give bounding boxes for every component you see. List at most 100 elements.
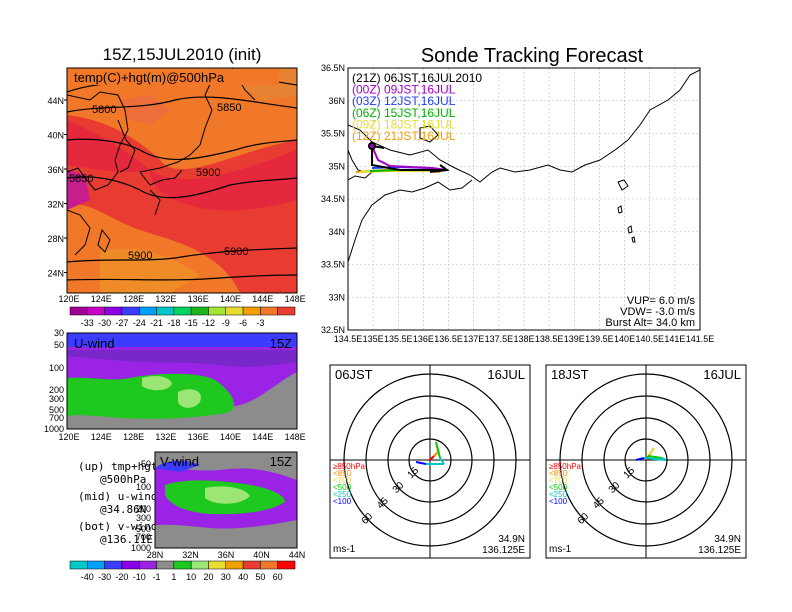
temperature-colorbar-label: -24 xyxy=(133,318,146,328)
contour-label-2: 5850 xyxy=(217,102,241,114)
temperature-colorbar-label: -27 xyxy=(115,318,128,328)
track-lat-label: 33.5N xyxy=(321,260,345,270)
hodograph-18jst: 18JST 16JUL15304560≥850hPa<850<700<500<25… xyxy=(545,364,747,559)
temperature-colorbar-swatch xyxy=(87,306,105,316)
track-frame xyxy=(347,67,701,331)
u-pressure-label: 1000 xyxy=(44,424,64,434)
legend-note-top: (bot) v-wind xyxy=(78,520,157,533)
v-pressure-label: 300 xyxy=(136,513,151,523)
u-pressure-label: 500 xyxy=(49,405,64,415)
wind-colorbar-label: -1 xyxy=(153,572,161,582)
temperature-colorbar-label: -30 xyxy=(98,318,111,328)
v-frame xyxy=(154,451,298,549)
track-lat-labels: 36.5N 36N 35.5N 35N 34.5N 34N 33.5N 33N 32.5N xyxy=(321,63,345,335)
track-lon-label: 140.5E xyxy=(635,334,664,344)
hodograph-level-label: <250 xyxy=(333,490,352,499)
u-lon-label: 140E xyxy=(220,432,241,442)
u-lon-labels: 120E 124E 128E 132E 136E 140E 144E 148E xyxy=(58,432,305,442)
wind-colorbar-swatch xyxy=(190,560,209,570)
track-lon-label: 139.5E xyxy=(585,334,614,344)
hodograph-level-label: <100 xyxy=(333,497,352,506)
temperature-colorbar-label: -12 xyxy=(202,318,215,328)
wind-colorbar-swatch xyxy=(138,560,157,570)
wind-colorbar-labels: -40 -30 -20 -10 -1 1 10 20 30 40 50 60 xyxy=(81,572,283,582)
map-lat-label: 36N xyxy=(47,165,64,175)
launch-time-entry: (21Z) 06JST,16JUL2010 xyxy=(352,71,482,85)
u-pressure-label: 100 xyxy=(49,363,64,373)
track-lat-label: 36.5N xyxy=(321,63,345,73)
map-frame xyxy=(66,67,298,294)
track-lon-label: 141E xyxy=(664,334,685,344)
u-wind-field xyxy=(67,333,297,429)
wind-colorbar-label: 20 xyxy=(203,572,213,582)
u-lon-label: 144E xyxy=(252,432,273,442)
track-lon-label: 136.5E xyxy=(434,334,463,344)
track-grid xyxy=(348,68,700,330)
wind-colorbar-swatch xyxy=(173,560,192,570)
hodograph-level-label: ≥850hPa xyxy=(333,462,366,471)
hodograph-lat: 34.9N xyxy=(714,534,741,545)
v-lat-label: 44N xyxy=(289,550,306,560)
v-pressure-label: 50 xyxy=(141,459,151,469)
hodograph-level-label: <850 xyxy=(333,469,352,478)
track-lon-label: 140E xyxy=(614,334,635,344)
contour-label-1: 5800 xyxy=(92,104,116,116)
temperature-colorbar-swatch xyxy=(208,306,227,316)
hodograph-lat: 34.9N xyxy=(498,534,525,545)
map-lon-labels: 120E 124E 128E 132E 136E 140E 144E 148E xyxy=(58,294,305,304)
track-title: Sonde Tracking Forecast xyxy=(421,45,644,67)
param-vdw: VDW= -3.0 m/s xyxy=(620,306,695,318)
hodograph-06jst: 06JST 16JUL15304560≥850hPa<850<700<500<25… xyxy=(329,364,531,559)
wind-colorbar-label: 30 xyxy=(221,572,231,582)
wind-colorbar-swatch xyxy=(260,560,278,570)
wind-colorbar xyxy=(69,560,296,570)
map-label: temp(C)+hgt(m)@500hPa xyxy=(74,70,225,85)
track-lon-label: 137.5E xyxy=(485,334,514,344)
temperature-colorbar-swatch xyxy=(173,306,192,316)
launch-list: (21Z) 06JST,16JUL2010(00Z) 09JST,16JUL(0… xyxy=(352,71,482,143)
wind-colorbar-swatch xyxy=(225,560,244,570)
v-pressure-label: 500 xyxy=(136,524,151,534)
contour-label-4: 5900 xyxy=(196,167,220,179)
v-lat-label: 28N xyxy=(147,550,164,560)
v-pressure-label: 200 xyxy=(136,504,151,514)
wind-colorbar-label: 60 xyxy=(273,572,283,582)
hodograph-level-label: <500 xyxy=(333,483,352,492)
temperature-colorbar-label: -6 xyxy=(239,318,247,328)
u-pressure-label: 300 xyxy=(49,394,64,404)
temperature-colorbar-labels: -33 -30 -27 -24 -21 -18 -15 -12 -9 -6 -3 xyxy=(81,318,265,328)
launch-time-entry: (03Z) 12JST,16JUL xyxy=(352,94,456,108)
map-label-bg xyxy=(71,69,279,85)
track-lon-label: 137E xyxy=(463,334,484,344)
v-lat-label: 32N xyxy=(182,550,199,560)
left-title: 15Z,15JUL2010 (init) xyxy=(103,45,262,64)
temperature-colorbar-label: -3 xyxy=(256,318,264,328)
track-lat-label: 34N xyxy=(328,227,345,237)
temperature-field xyxy=(67,68,297,293)
hodograph-lon: 136.125E xyxy=(482,545,525,556)
temperature-colorbar xyxy=(69,306,296,316)
v-pressure-label: 700 xyxy=(136,532,151,542)
wind-colorbar-swatch xyxy=(121,560,140,570)
temperature-colorbar-swatch xyxy=(104,306,123,316)
temperature-colorbar-swatch xyxy=(156,306,175,316)
hodograph-date: 16JUL xyxy=(487,367,525,382)
coastline xyxy=(67,68,256,256)
hodograph-date: 16JUL xyxy=(703,367,741,382)
sonde-tracks xyxy=(355,142,450,173)
hodograph-lon: 136.125E xyxy=(698,545,741,556)
launch-time-entry: (09Z) 18JST,16JUL xyxy=(352,117,456,131)
v-lat-label: 36N xyxy=(218,550,235,560)
legend-note-bottom: @136.11E xyxy=(100,533,153,546)
legend-note-top: (mid) u-wind xyxy=(78,490,157,503)
u-pressure-label: 30 xyxy=(54,328,64,338)
u-label: U-wind xyxy=(74,336,114,351)
wind-colorbar-label: -10 xyxy=(133,572,146,582)
track-lon-label: 134.5E xyxy=(334,334,363,344)
hodograph-level-label: <850 xyxy=(549,469,568,478)
wind-colorbar-label: 50 xyxy=(255,572,265,582)
map-lat-label: 40N xyxy=(47,131,64,141)
